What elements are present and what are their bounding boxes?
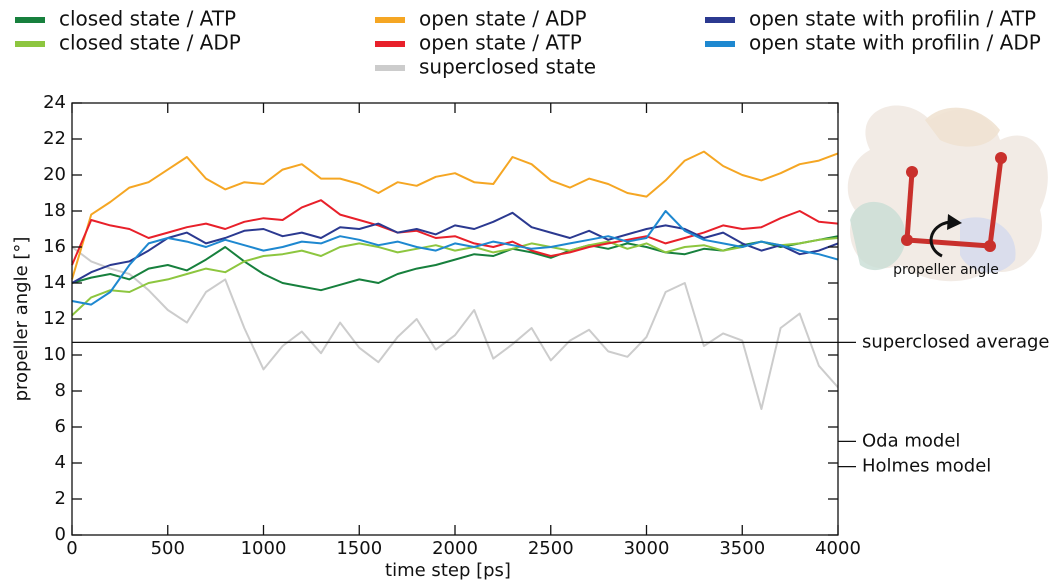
structure-inset: propeller angle — [847, 105, 1048, 282]
legend-label: open state / ADP — [419, 7, 587, 31]
angle-sticks — [904, 157, 1004, 249]
x-tick-label: 3000 — [624, 538, 670, 559]
legend-label: open state with profilin / ADP — [749, 31, 1041, 55]
y-tick-label: 4 — [55, 452, 66, 473]
y-tick-label: 14 — [43, 272, 66, 293]
y-tick-label: 20 — [43, 164, 66, 185]
x-axis-label: time step [ps] — [385, 560, 511, 581]
y-tick-label: 12 — [43, 308, 66, 329]
inset-label: propeller angle — [893, 262, 999, 278]
series-line — [71, 237, 839, 317]
x-tick-label: 3500 — [719, 538, 765, 559]
series-line — [71, 211, 839, 284]
angle-arrow — [929, 220, 951, 258]
y-tick-label: 0 — [55, 524, 66, 545]
y-tick-label: 24 — [43, 92, 66, 113]
legend-label: open state / ATP — [419, 31, 582, 55]
reference-label: Holmes model — [862, 456, 991, 477]
protein-domain — [925, 107, 1000, 147]
y-tick-label: 18 — [43, 200, 66, 221]
plot-frame — [71, 102, 839, 536]
x-tick-label: 1500 — [336, 538, 382, 559]
y-tick-label: 2 — [55, 488, 66, 509]
x-tick-label: 1000 — [241, 538, 287, 559]
y-tick-label: 16 — [43, 236, 66, 257]
legend-label: superclosed state — [419, 55, 596, 79]
series-line — [71, 210, 839, 306]
x-tick-label: 2500 — [528, 538, 574, 559]
reference-label: superclosed average — [862, 331, 1050, 352]
y-axis-label: propeller angle [°] — [11, 237, 32, 402]
legend-label: open state with profilin / ATP — [749, 7, 1036, 31]
series-line — [71, 199, 839, 266]
x-tick-label: 500 — [151, 538, 185, 559]
reference-label: Oda model — [862, 430, 960, 451]
y-tick-label: 22 — [43, 128, 66, 149]
x-tick-label: 4000 — [815, 538, 861, 559]
angle-points — [901, 152, 1007, 252]
y-tick-label: 10 — [43, 344, 66, 365]
series-line — [71, 235, 839, 292]
y-tick-label: 6 — [55, 416, 66, 437]
x-tick-label: 0 — [66, 538, 77, 559]
arrow-head — [947, 214, 962, 230]
x-tick-label: 2000 — [432, 538, 478, 559]
legend-label: closed state / ADP — [59, 31, 241, 55]
y-tick-label: 8 — [55, 380, 66, 401]
protein-domain — [850, 201, 906, 271]
series-line — [71, 150, 839, 280]
legend-label: closed state / ATP — [59, 7, 236, 31]
